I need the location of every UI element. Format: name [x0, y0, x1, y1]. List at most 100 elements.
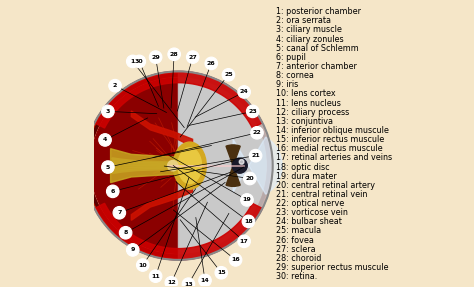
Text: 17: retinal arteries and veins: 17: retinal arteries and veins: [275, 153, 392, 162]
Text: 6: 6: [110, 189, 115, 194]
Text: 13: conjuntiva: 13: conjuntiva: [275, 117, 333, 126]
Text: 5: 5: [106, 164, 110, 170]
Circle shape: [182, 278, 195, 287]
Circle shape: [99, 134, 111, 146]
Text: 9: iris: 9: iris: [275, 80, 298, 89]
Text: 27: 27: [188, 55, 197, 60]
Text: 23: vorticose vein: 23: vorticose vein: [275, 208, 347, 217]
Text: 8: 8: [123, 230, 128, 235]
Circle shape: [127, 55, 139, 68]
Text: 16: medial rectus muscule: 16: medial rectus muscule: [275, 144, 382, 153]
Text: 25: 25: [224, 72, 233, 77]
Text: 11: lens nucleus: 11: lens nucleus: [275, 98, 340, 108]
Polygon shape: [94, 71, 263, 128]
Circle shape: [249, 149, 262, 162]
Text: 8: cornea: 8: cornea: [275, 71, 313, 80]
Text: 20: 20: [246, 176, 254, 181]
Circle shape: [149, 51, 162, 63]
Circle shape: [215, 266, 228, 279]
Text: 10: lens cortex: 10: lens cortex: [275, 89, 335, 98]
Text: 28: 28: [170, 52, 179, 57]
Circle shape: [127, 244, 139, 256]
Text: 14: 14: [201, 278, 210, 283]
Text: 26: fovea: 26: fovea: [275, 236, 313, 245]
Text: 4: 4: [103, 137, 107, 142]
Text: 5: canal of Schlemm: 5: canal of Schlemm: [275, 44, 358, 53]
Text: 22: optical nerve: 22: optical nerve: [275, 199, 344, 208]
Text: 16: 16: [231, 257, 240, 262]
Text: 6: pupil: 6: pupil: [275, 53, 305, 62]
Circle shape: [246, 105, 259, 118]
Text: 15: inferior rectus muscule: 15: inferior rectus muscule: [275, 135, 384, 144]
Text: 23: 23: [248, 109, 257, 114]
Text: 25: macula: 25: macula: [275, 226, 321, 236]
Text: 24: 24: [240, 90, 248, 94]
Text: 2: 2: [113, 83, 117, 88]
Wedge shape: [226, 166, 240, 186]
Polygon shape: [178, 71, 273, 260]
Circle shape: [242, 215, 255, 228]
Circle shape: [113, 206, 126, 219]
Circle shape: [107, 185, 119, 198]
Text: 27: sclera: 27: sclera: [275, 245, 315, 254]
Text: 20: central retinal artery: 20: central retinal artery: [275, 181, 374, 190]
Text: 29: superior rectus muscule: 29: superior rectus muscule: [275, 263, 388, 272]
Circle shape: [168, 160, 178, 171]
Circle shape: [109, 79, 121, 92]
Text: 3: 3: [106, 109, 110, 114]
Polygon shape: [110, 149, 177, 183]
Text: 14: inferior oblique muscule: 14: inferior oblique muscule: [275, 126, 388, 135]
Wedge shape: [226, 145, 240, 166]
Circle shape: [241, 194, 253, 206]
Text: 24: bulbar sheat: 24: bulbar sheat: [275, 217, 341, 226]
Text: 13: 13: [184, 282, 193, 287]
Circle shape: [251, 127, 263, 139]
Text: 7: 7: [117, 210, 121, 215]
Text: 21: central retinal vein: 21: central retinal vein: [275, 190, 367, 199]
Circle shape: [238, 86, 250, 98]
Circle shape: [199, 274, 211, 287]
Circle shape: [239, 160, 244, 164]
Circle shape: [101, 105, 114, 118]
Circle shape: [133, 55, 146, 68]
Text: 7: anterior chamber: 7: anterior chamber: [275, 62, 356, 71]
Text: 30: retina.: 30: retina.: [275, 272, 317, 281]
Text: 29: 29: [151, 55, 160, 60]
Text: 21: 21: [251, 153, 260, 158]
Text: 12: 12: [167, 280, 176, 285]
Text: 12: ciliary process: 12: ciliary process: [275, 108, 349, 117]
Circle shape: [137, 259, 149, 271]
Text: 28: choroid: 28: choroid: [275, 254, 321, 263]
Circle shape: [84, 71, 273, 260]
Text: 18: optic disc: 18: optic disc: [275, 162, 329, 172]
Polygon shape: [131, 111, 192, 147]
Circle shape: [149, 270, 162, 282]
Text: 9: 9: [130, 247, 135, 252]
Polygon shape: [131, 185, 192, 220]
Circle shape: [119, 226, 132, 239]
Text: 18: 18: [244, 219, 253, 224]
Text: 1: 1: [130, 59, 135, 64]
Text: 10: 10: [138, 263, 147, 267]
Circle shape: [186, 51, 199, 63]
Polygon shape: [233, 137, 282, 194]
Circle shape: [205, 57, 218, 70]
Text: 4: ciliary zonules: 4: ciliary zonules: [275, 34, 343, 44]
Circle shape: [165, 276, 178, 287]
Circle shape: [238, 235, 250, 248]
Polygon shape: [94, 203, 263, 260]
Circle shape: [244, 172, 256, 185]
Text: 17: 17: [240, 239, 248, 244]
Text: 30: 30: [135, 59, 144, 64]
Text: 19: 19: [243, 197, 251, 202]
Text: 19: dura mater: 19: dura mater: [275, 172, 337, 181]
Text: 2: ora serrata: 2: ora serrata: [275, 16, 330, 25]
Circle shape: [222, 69, 235, 81]
Text: 3: ciliary muscle: 3: ciliary muscle: [275, 26, 341, 34]
Circle shape: [232, 158, 247, 173]
Text: 22: 22: [253, 130, 261, 135]
Ellipse shape: [173, 142, 206, 189]
Text: 1: posterior chamber: 1: posterior chamber: [275, 7, 361, 16]
Circle shape: [168, 48, 181, 61]
Text: 15: 15: [217, 270, 226, 275]
